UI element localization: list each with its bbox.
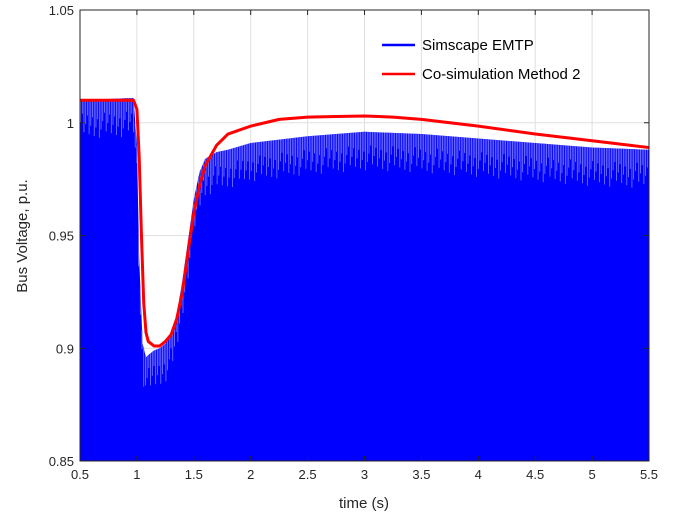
co-simulation-method-2-series <box>80 98 650 348</box>
x-tick-label: 3.5 <box>412 467 430 482</box>
x-tick-label: 1.5 <box>185 467 203 482</box>
y-tick-label: 0.85 <box>49 454 74 469</box>
co-simulation-method-2-line <box>80 98 650 348</box>
x-axis-title: time (s) <box>339 495 389 512</box>
legend-label-co-simulation-method-2: Co-simulation Method 2 <box>422 66 580 83</box>
y-axis-title: Bus Voltage, p.u. <box>14 179 31 292</box>
legend: Simscape EMTP Co-simulation Method 2 <box>382 37 580 83</box>
y-tick-label: 0.9 <box>56 341 74 356</box>
x-tick-label: 4 <box>475 467 482 482</box>
simscape-emtp-series <box>80 97 650 461</box>
x-tick-label: 4.5 <box>526 467 544 482</box>
x-tick-label: 0.5 <box>71 467 89 482</box>
y-tick-label: 0.95 <box>49 229 74 244</box>
x-tick-label: 2.5 <box>299 467 317 482</box>
x-tick-label: 2 <box>247 467 254 482</box>
x-tick-label: 1 <box>133 467 140 482</box>
simscape-emtp-area <box>80 97 649 461</box>
x-tick-label: 5.5 <box>640 467 658 482</box>
y-tick-label: 1.05 <box>49 3 74 18</box>
y-tick-label: 1 <box>67 116 74 131</box>
x-tick-label: 3 <box>361 467 368 482</box>
axis-ticks: 0.5 1 1.5 2 2.5 3 3.5 4 4.5 5 5.5 0.85 0.9 0.95 1 1.05 <box>49 3 658 482</box>
legend-label-simscape-emtp: Simscape EMTP <box>422 37 534 54</box>
x-tick-label: 5 <box>588 467 595 482</box>
